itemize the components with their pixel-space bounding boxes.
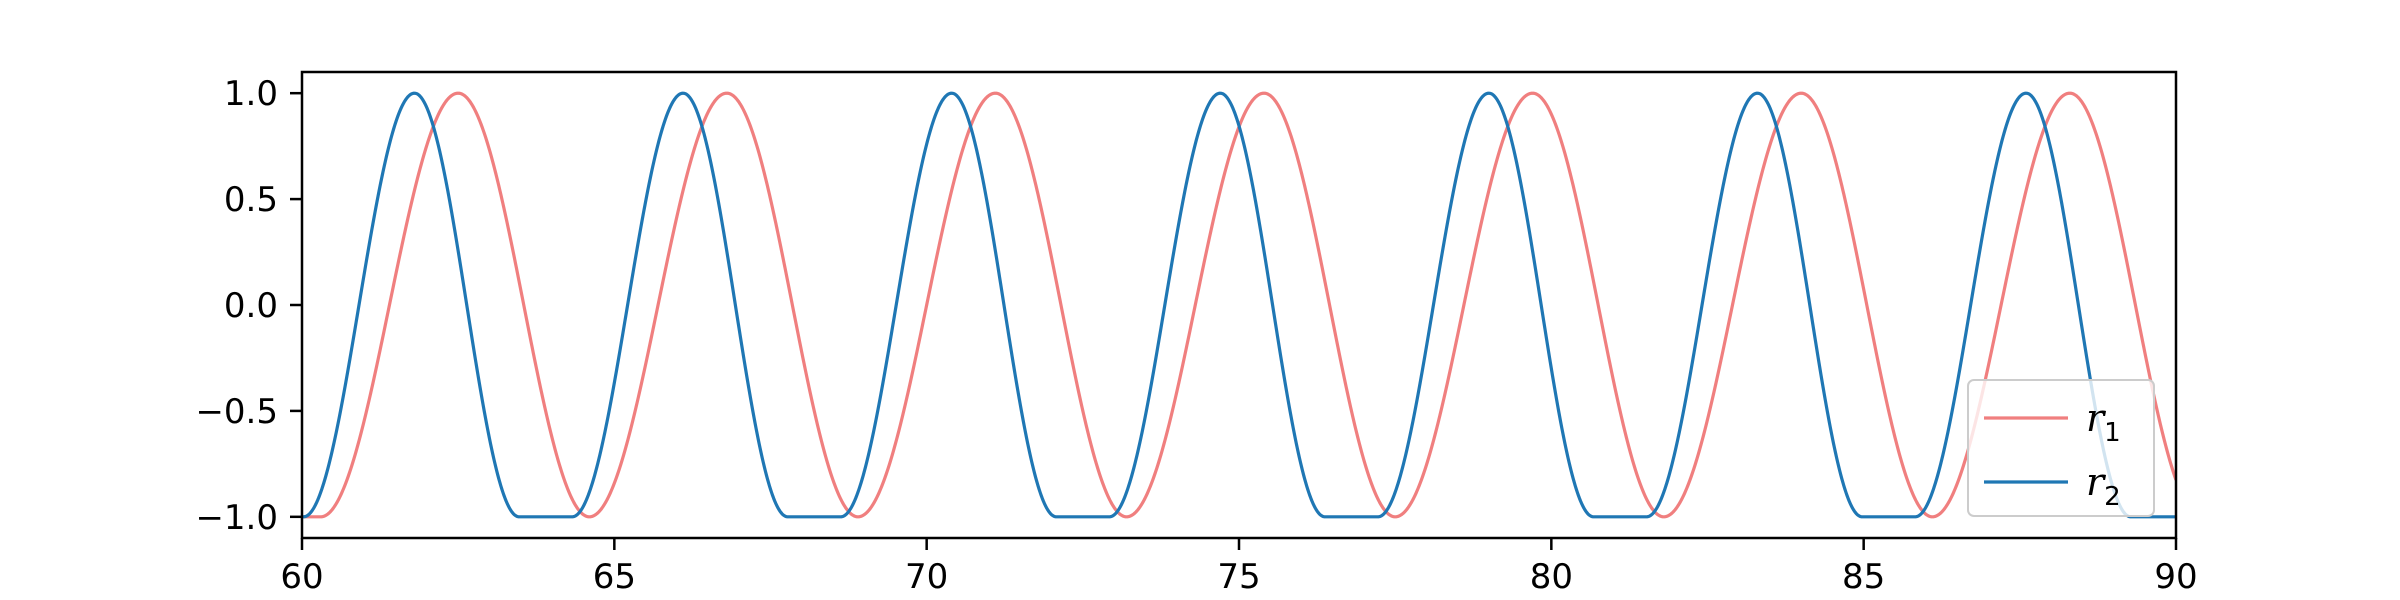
y-axis: −1.0 −0.5 0.0 0.5 1.0 — [195, 74, 302, 538]
x-tick-label: 60 — [280, 557, 323, 597]
x-tick-label: 90 — [2154, 557, 2197, 597]
x-tick-label: 85 — [1842, 557, 1885, 597]
y-tick-label: 0.5 — [224, 180, 278, 220]
series-layer — [302, 91, 2176, 519]
x-tick-label: 65 — [593, 557, 636, 597]
x-tick-label: 70 — [905, 557, 948, 597]
x-tick-label: 75 — [1217, 557, 1260, 597]
y-tick-label: −1.0 — [195, 498, 278, 538]
legend-box — [1967, 379, 2155, 517]
y-tick-label: 0.0 — [224, 286, 278, 326]
y-tick-label: −0.5 — [195, 392, 278, 432]
series-line-r1 — [302, 91, 2176, 519]
x-tick-label: 80 — [1530, 557, 1573, 597]
legend-entry-label: r2 — [2086, 460, 2121, 512]
plot-frame — [300, 70, 2178, 540]
y-tick-label: 1.0 — [224, 74, 278, 114]
series-line-r2 — [302, 91, 2176, 519]
legend-entry-label: r1 — [2086, 396, 2121, 448]
x-axis: 60 65 70 75 80 85 90 — [280, 538, 2198, 597]
